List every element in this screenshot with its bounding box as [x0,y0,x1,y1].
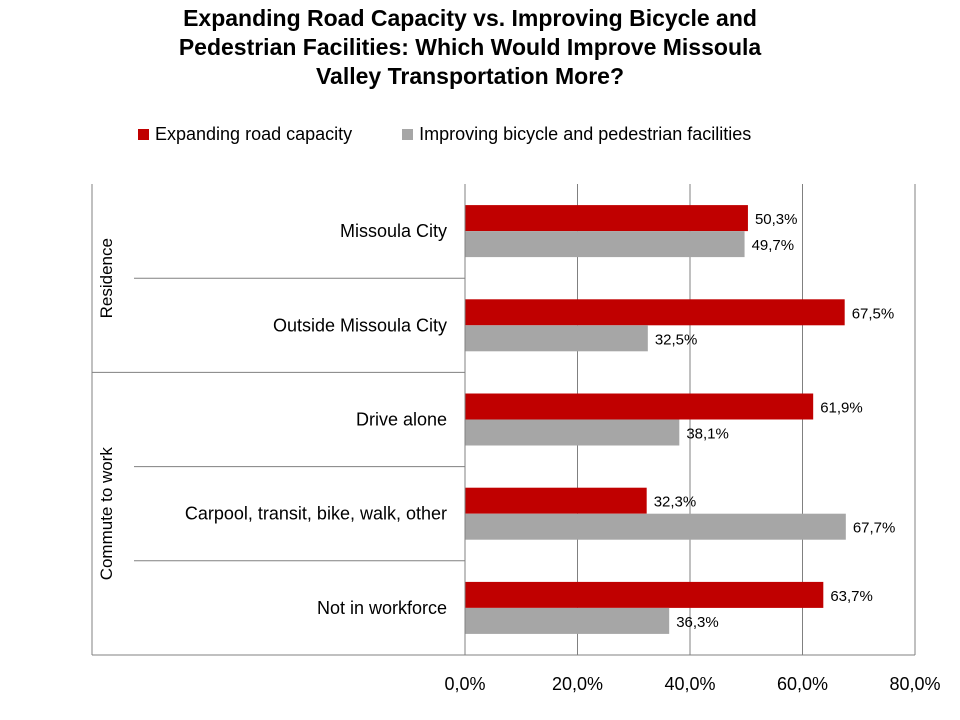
category-label: Not in workforce [317,598,447,618]
category-label: Outside Missoula City [273,315,447,335]
data-label: 32,3% [654,494,697,511]
chart-title-line-3: Valley Transportation More? [315,63,625,89]
group-label: Residence [97,238,116,318]
data-label: 38,1% [686,426,729,443]
x-tick-label: 80,0% [889,674,940,694]
bar-bike-ped [465,231,745,258]
category-label: Drive alone [356,410,447,430]
legend-swatch-road-capacity [138,129,149,140]
x-tick-label: 20,0% [552,674,603,694]
bar-bike-ped [465,513,846,540]
legend-item-road-capacity: Expanding road capacity [138,124,352,145]
bar-road-capacity [465,299,845,326]
bar-road-capacity [465,581,824,608]
legend-label-bike-ped: Improving bicycle and pedestrian facilit… [419,124,752,144]
data-label: 36,3% [676,614,719,631]
x-tick-label: 60,0% [777,674,828,694]
chart-legend: Expanding road capacity Improving bicycl… [138,124,801,145]
legend-label-road-capacity: Expanding road capacity [155,124,353,144]
chart-title: Expanding Road Capacity vs. Improving Bi… [80,4,860,91]
data-label: 67,5% [852,305,895,322]
bar-road-capacity [465,205,748,232]
data-label: 49,7% [752,237,795,254]
data-label: 50,3% [755,211,798,228]
chart-title-line-1: Expanding Road Capacity vs. Improving Bi… [183,5,757,31]
group-label: Commute to work [97,447,116,581]
data-label: 61,9% [820,400,863,417]
bar-bike-ped [465,325,648,352]
legend-swatch-bike-ped [402,129,414,140]
bar-road-capacity [465,393,814,420]
data-label: 63,7% [830,588,873,605]
category-label: Carpool, transit, bike, walk, other [185,504,447,524]
bar-bike-ped [465,419,680,446]
bar-road-capacity [465,487,647,514]
x-tick-label: 0,0% [444,674,485,694]
bar-bike-ped [465,607,670,634]
data-label: 32,5% [655,331,698,348]
data-label: 67,7% [853,520,896,537]
legend-item-bike-ped: Improving bicycle and pedestrian facilit… [402,124,751,145]
category-label: Missoula City [340,221,447,241]
chart-title-line-2: Pedestrian Facilities: Which Would Impro… [178,34,762,60]
x-tick-label: 40,0% [664,674,715,694]
